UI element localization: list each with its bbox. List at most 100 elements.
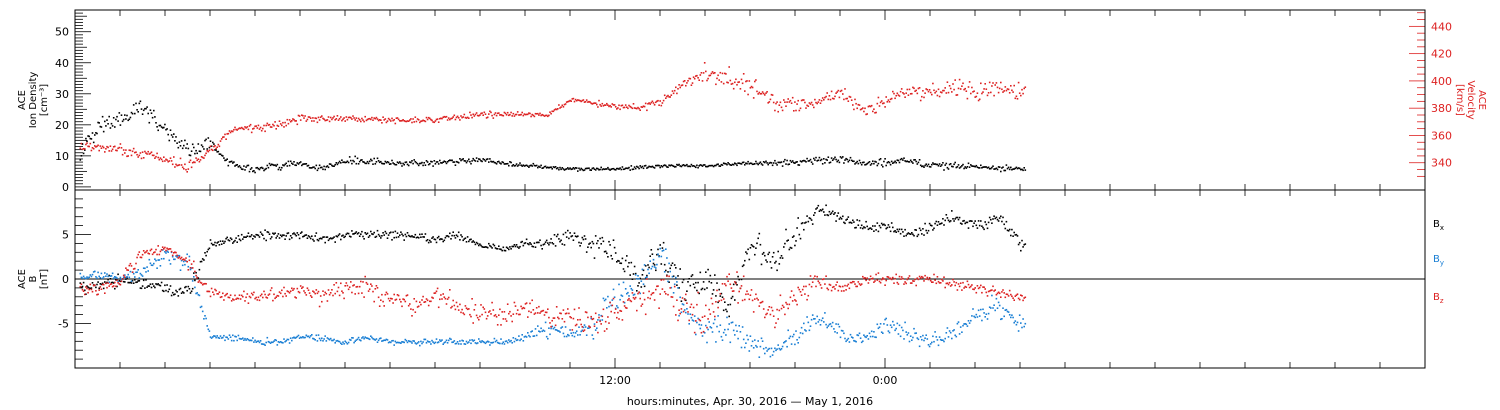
data-point [446,235,449,237]
data-point [142,250,145,252]
data-point [998,217,1001,219]
data-point [186,260,188,263]
data-point [321,337,323,340]
data-point [746,80,748,82]
data-point [539,166,541,168]
data-point [91,282,94,284]
data-point [798,164,801,166]
data-point [446,298,449,300]
data-point [522,114,525,117]
data-point [184,163,186,166]
data-point [356,157,359,160]
data-point [527,113,529,116]
data-point [473,339,476,342]
data-point [561,104,564,107]
data-point [620,104,623,107]
data-point [629,285,631,287]
data-point [611,299,614,301]
data-point [503,311,506,313]
data-point [709,164,712,167]
data-point [247,164,250,167]
data-point [793,333,795,336]
data-point [821,278,824,281]
data-point [315,117,318,120]
data-point [900,228,903,231]
data-point [752,311,755,313]
data-point [299,336,302,339]
data-point [766,162,768,164]
data-point [712,289,715,291]
data-point [523,113,526,115]
data-point [726,275,728,278]
data-point [998,292,1001,295]
data-point [313,291,315,293]
data-point [954,161,956,164]
data-point [862,161,864,164]
data-point [267,340,270,343]
data-point [727,162,729,164]
data-point [504,340,507,343]
data-point [804,293,806,295]
data-point [126,269,128,271]
data-point [800,326,803,329]
data-point [475,314,478,317]
data-point [1000,170,1002,173]
data-point [404,161,407,164]
data-point [911,232,913,234]
data-point [742,161,745,164]
data-point [833,285,835,288]
data-point [799,291,802,293]
data-point [105,125,107,127]
data-point [574,324,577,327]
data-point [104,151,106,153]
data-point [856,107,858,110]
data-point [870,104,873,107]
data-point [1010,166,1012,169]
data-point [358,235,361,237]
data-point [883,278,885,280]
data-point [709,74,712,77]
data-point [522,244,525,247]
data-point [197,143,200,145]
data-point [404,120,407,123]
data-point [711,164,714,167]
data-point [468,117,470,119]
data-point [110,122,113,125]
data-point [473,115,476,117]
data-point [574,332,577,334]
data-point [334,163,336,166]
data-point [767,253,769,256]
data-point [406,163,409,166]
data-point [748,350,751,352]
data-point [266,122,269,125]
data-point [709,274,712,277]
data-point [534,165,537,167]
data-point [423,120,425,122]
data-point [869,105,872,108]
data-point [355,162,358,165]
data-point [163,156,165,158]
data-point [644,313,647,316]
data-point [234,126,236,129]
data-point [360,159,362,161]
data-point [751,299,754,302]
data-point [277,233,280,235]
velocity-series [79,62,1027,173]
data-point [900,157,903,160]
data-point [913,87,915,90]
data-point [540,310,542,313]
data-point [541,330,543,333]
data-point [1015,294,1018,296]
data-point [266,297,269,299]
data-point [895,273,897,276]
data-point [381,162,383,165]
data-point [777,250,779,253]
data-point [478,115,480,117]
data-point [397,236,400,238]
data-point [412,340,414,342]
data-point [557,316,559,319]
data-point [356,285,359,288]
data-point [836,332,838,334]
data-point [321,237,323,240]
data-point [285,124,287,127]
